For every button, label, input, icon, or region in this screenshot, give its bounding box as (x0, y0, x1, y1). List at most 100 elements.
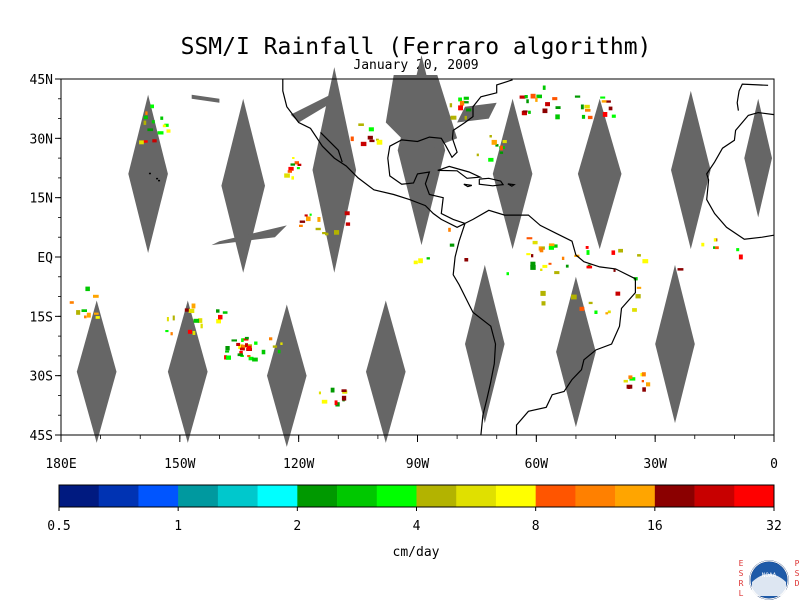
rain-pixel (555, 106, 561, 109)
rain-pixel (299, 224, 303, 227)
latitude-labels: 45N 30N 15N EQ 15S 30S 45S (30, 73, 54, 444)
missing-data-swath (167, 300, 208, 443)
rain-pixel (216, 309, 220, 313)
rain-pixel (261, 349, 266, 355)
rain-pixel (607, 310, 611, 314)
colorbar-cell (297, 485, 338, 507)
rain-pixel (646, 382, 651, 387)
rain-pixel (641, 372, 646, 377)
rain-pixel (287, 170, 292, 173)
rain-pixel (341, 395, 347, 401)
rain-pixel (608, 106, 613, 111)
rain-pixel (252, 357, 258, 362)
coastline (320, 131, 343, 163)
rain-pixel (701, 242, 705, 247)
rain-pixel (335, 402, 340, 407)
rain-pixel (626, 384, 633, 389)
rain-pixel (247, 355, 251, 358)
missing-data-swath (76, 300, 117, 443)
rain-pixel (198, 318, 203, 323)
rain-pixel (299, 220, 306, 223)
rain-pixel (242, 338, 249, 341)
lat-tick-label: 45S (30, 429, 53, 444)
rain-pixel (637, 254, 641, 257)
rain-pixel (225, 350, 230, 353)
rain-pixel (535, 97, 538, 102)
colorbar-cells (58, 484, 775, 508)
rain-pixel (581, 114, 586, 119)
missing-data-swath (267, 304, 307, 447)
rain-pixel (736, 248, 740, 252)
rain-pixel (611, 250, 616, 255)
logo-letter: P (795, 559, 800, 568)
rain-pixel (76, 310, 81, 315)
lon-tick-label: 0 (770, 457, 778, 472)
rain-pixel (530, 93, 536, 99)
rain-pixel (200, 323, 203, 329)
rain-pixel (231, 339, 237, 342)
colorbar-cell (178, 485, 219, 507)
rain-pixel (224, 355, 228, 360)
rain-pixel (580, 104, 584, 110)
rain-pixel (95, 316, 100, 319)
rain-pixel (495, 144, 499, 147)
rain-pixel (170, 332, 173, 336)
noaa-emblem-text: NOAA (762, 572, 777, 579)
rain-pixel (586, 250, 590, 255)
rain-pixel (524, 95, 528, 99)
rain-pixel (526, 99, 529, 104)
rain-pixel (280, 342, 283, 345)
rain-pixel (187, 329, 193, 334)
rain-pixel (81, 309, 87, 312)
rain-pixel (244, 336, 249, 340)
rain-pixel (605, 312, 609, 315)
rain-pixel (713, 238, 717, 242)
lon-tick-label: 90W (406, 457, 430, 472)
colorbar-cell (416, 485, 457, 507)
rain-pixel (636, 286, 642, 289)
rain-pixel (738, 254, 743, 260)
rain-pixel (218, 314, 223, 320)
coastline (463, 183, 472, 188)
rain-pixel (554, 271, 560, 275)
axis-ticks (55, 78, 775, 442)
coastline (464, 209, 637, 435)
colorbar-cell (535, 485, 576, 507)
noaa-emblem-ring (749, 560, 789, 600)
rain-pixel (463, 96, 469, 100)
colorbar-cell (495, 485, 536, 507)
rain-pixel (714, 246, 719, 250)
rain-pixel (540, 290, 546, 296)
rain-pixel (330, 387, 335, 393)
rain-pixel (587, 115, 593, 120)
rain-pixel (376, 139, 383, 145)
rain-pixel (528, 110, 531, 114)
rain-pixel (594, 310, 598, 314)
colorbar-cell (257, 485, 298, 507)
colorbar-cell (98, 485, 139, 507)
rain-pixel (94, 312, 99, 315)
coastlines (148, 79, 775, 436)
rain-pixel (325, 232, 329, 236)
rain-pixel (464, 115, 467, 120)
island (148, 172, 151, 175)
rain-pixel (521, 110, 527, 116)
rain-pixel (642, 259, 649, 264)
rain-pixel (640, 372, 643, 377)
lon-tick-label: 30W (643, 457, 667, 472)
rain-pixel (476, 153, 479, 157)
rain-pixel (464, 101, 469, 104)
noaa-emblem-bird (752, 574, 786, 596)
rain-pixel (191, 303, 196, 309)
coastline (736, 83, 769, 111)
colorbar-tick-label: 2 (293, 519, 301, 534)
rain-pixel (615, 291, 621, 296)
colorbar-cell (694, 485, 735, 507)
rain-pixel (641, 380, 644, 383)
rain-pixel (450, 115, 457, 120)
rain-pixel (318, 391, 321, 395)
rain-pixel (553, 244, 558, 248)
colorbar-tick-label: 16 (647, 519, 663, 534)
